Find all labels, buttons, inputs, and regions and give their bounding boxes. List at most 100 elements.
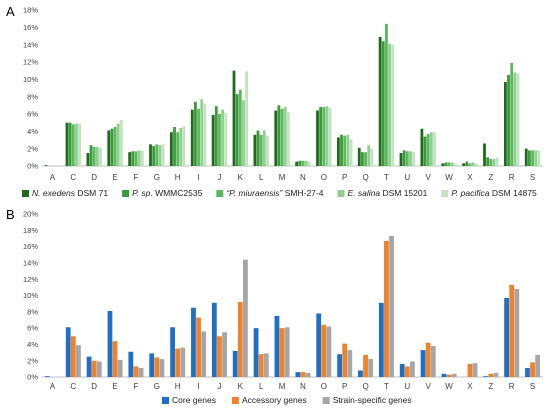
x-tick-label: Z — [488, 173, 493, 182]
x-tick-label: F — [133, 382, 138, 391]
bar — [361, 152, 364, 166]
bar — [68, 122, 72, 166]
bar — [194, 101, 197, 166]
bar — [161, 144, 165, 166]
bar — [423, 136, 427, 166]
bar — [340, 134, 343, 166]
bar — [65, 122, 69, 166]
legend-entry: Strain-specific genes — [333, 395, 412, 405]
legend-swatch — [216, 190, 224, 197]
bar — [266, 135, 269, 166]
bar — [284, 327, 290, 377]
x-tick-label: A — [50, 382, 56, 391]
bar — [474, 163, 478, 166]
bar — [343, 135, 347, 166]
bar — [412, 152, 416, 166]
y-tick-label: 4% — [27, 340, 38, 349]
bar — [152, 146, 156, 166]
bar — [441, 373, 447, 377]
bar — [211, 114, 215, 166]
x-tick-label: C — [70, 173, 76, 182]
bar — [409, 151, 412, 166]
bar — [235, 94, 239, 166]
bar — [91, 360, 97, 377]
bar — [304, 160, 308, 166]
bar — [214, 106, 218, 166]
bar — [525, 368, 530, 377]
y-tick-label: 20% — [23, 210, 38, 219]
x-tick-label: G — [154, 173, 160, 182]
bar — [367, 145, 371, 166]
y-tick-label: 14% — [23, 40, 38, 49]
y-tick-label: 18% — [23, 6, 38, 15]
bar — [388, 43, 391, 166]
bar — [140, 150, 144, 166]
bar — [357, 147, 361, 166]
legend-swatch — [337, 190, 345, 197]
x-tick-label: O — [321, 382, 327, 391]
legend-entry: Core genes — [172, 395, 216, 405]
bar — [232, 350, 238, 377]
bar — [173, 127, 176, 166]
bar — [402, 150, 406, 166]
y-tick-label: 6% — [27, 110, 38, 119]
bar — [503, 81, 507, 166]
bar — [399, 153, 403, 166]
bar — [283, 107, 287, 166]
bar — [237, 302, 243, 377]
bar — [524, 148, 528, 166]
bar — [433, 132, 436, 166]
bar — [113, 127, 117, 166]
bar — [107, 310, 113, 377]
bar — [170, 327, 175, 377]
legend-swatch — [122, 190, 130, 197]
bar — [116, 123, 120, 166]
bar — [92, 146, 96, 166]
bar — [263, 353, 269, 377]
bar — [342, 343, 348, 377]
bar — [441, 163, 445, 166]
y-tick-label: 16% — [23, 23, 38, 32]
bar — [253, 328, 259, 377]
bar — [493, 372, 499, 377]
bar — [44, 376, 50, 377]
y-tick-label: 2% — [27, 144, 38, 153]
bar — [467, 363, 473, 377]
legend-swatch — [322, 397, 330, 404]
bar — [138, 368, 144, 377]
bar — [128, 351, 134, 377]
bar — [280, 108, 284, 166]
bar — [253, 134, 257, 166]
bar — [86, 153, 90, 166]
bar — [155, 144, 159, 166]
bar — [301, 160, 305, 166]
x-tick-label: X — [467, 382, 473, 391]
legend-swatch — [441, 190, 449, 197]
bar — [514, 288, 520, 377]
bar — [107, 130, 111, 166]
bar — [347, 350, 353, 377]
bar — [222, 332, 227, 377]
bar — [259, 134, 263, 166]
bar — [295, 372, 301, 377]
bar — [453, 163, 457, 166]
bar — [262, 130, 266, 166]
bar — [149, 144, 152, 166]
x-tick-label: P — [342, 173, 347, 182]
bar — [420, 350, 426, 377]
bar — [534, 150, 538, 166]
bar — [211, 302, 217, 377]
y-tick-label: 6% — [27, 324, 38, 333]
x-tick-label: L — [259, 382, 264, 391]
bar — [242, 100, 245, 166]
legend-entry: P. pacifica DSM 14875 — [451, 188, 537, 198]
bar — [322, 107, 326, 166]
x-tick-label: K — [238, 382, 244, 391]
bar — [447, 162, 451, 166]
x-tick-label: M — [279, 382, 286, 391]
bar — [510, 62, 514, 167]
bar — [349, 139, 353, 166]
x-tick-label: C — [70, 382, 76, 391]
bar — [336, 137, 340, 166]
bar — [99, 147, 102, 166]
